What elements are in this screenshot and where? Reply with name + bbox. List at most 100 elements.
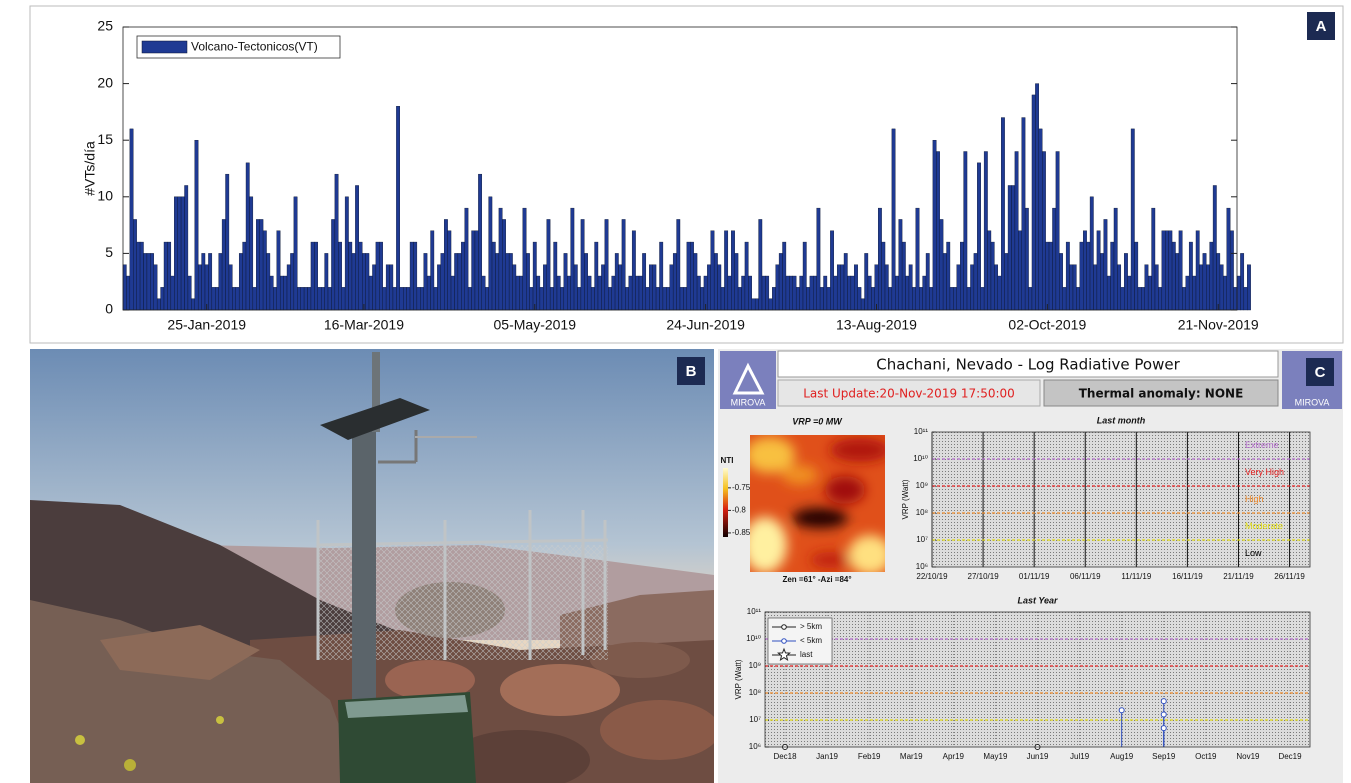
y-tick-label: 10¹¹ [914, 427, 929, 436]
x-tick-label: 25-Jan-2019 [167, 317, 246, 333]
bar [840, 264, 845, 311]
bar [403, 287, 407, 311]
bar [744, 241, 749, 311]
bar [348, 241, 353, 311]
bar [143, 253, 148, 311]
bar [167, 241, 172, 311]
bar [1069, 264, 1074, 311]
x-tick-label: 16/11/19 [1172, 572, 1203, 581]
bar [761, 275, 766, 311]
bar [331, 219, 336, 311]
bar [1007, 185, 1012, 311]
bar [608, 287, 612, 311]
bar [901, 241, 906, 311]
logo-box [720, 351, 776, 409]
bar [440, 253, 445, 311]
bar [1206, 264, 1210, 311]
lichen [75, 735, 85, 745]
bar [778, 253, 783, 311]
x-tick-label: 21/11/19 [1223, 572, 1254, 581]
bar [324, 253, 329, 311]
bar [580, 219, 585, 311]
colorbar-label: NTI [721, 456, 734, 465]
bar [225, 173, 230, 311]
panel-label: A [1316, 18, 1327, 35]
bar [389, 264, 394, 311]
bar [1001, 117, 1005, 311]
heat-blob [825, 476, 865, 504]
bar [758, 219, 763, 311]
bar [1209, 241, 1214, 311]
bar [662, 287, 667, 311]
rock [600, 700, 714, 760]
level-label: Extreme [1245, 440, 1279, 450]
x-tick-label: Oct19 [1195, 752, 1217, 761]
bar [785, 275, 790, 311]
bar [153, 264, 158, 311]
bar [174, 196, 178, 311]
bar [597, 275, 602, 311]
bar [300, 287, 305, 311]
x-tick-label: 21-Nov-2019 [1178, 317, 1259, 333]
bar [1048, 241, 1053, 311]
panel-label-box [1307, 12, 1335, 40]
mirova-title: Chachani, Nevado - Log Radiative Power [876, 356, 1180, 374]
bar [652, 264, 657, 311]
bar [884, 264, 889, 311]
bar [556, 275, 561, 311]
bar [587, 275, 592, 311]
legend-marker [781, 624, 787, 630]
view-angles: Zen =61° -Azi =84° [782, 575, 851, 584]
bar [1011, 185, 1016, 311]
bar [409, 241, 414, 311]
rock [450, 730, 590, 783]
bar [970, 264, 975, 311]
bar [334, 173, 339, 311]
bar [197, 264, 202, 311]
bar [481, 275, 486, 311]
bar [273, 287, 277, 311]
bar [201, 253, 206, 311]
bar [860, 298, 865, 311]
bar [690, 241, 694, 311]
bar [850, 275, 855, 311]
bar [1240, 253, 1245, 311]
bar [895, 275, 899, 311]
bar [734, 253, 739, 311]
bar [238, 253, 243, 311]
bar [471, 230, 476, 311]
bar [160, 287, 165, 311]
bar [1096, 230, 1101, 311]
bar [925, 253, 930, 311]
bar [338, 241, 342, 311]
bar [194, 139, 199, 311]
photo [30, 349, 714, 783]
bar [129, 128, 134, 311]
bar [570, 207, 575, 311]
x-tick-label: 24-Jun-2019 [666, 317, 745, 333]
bar [450, 275, 455, 311]
title-box [777, 350, 1279, 378]
x-tick-label: 11/11/19 [1121, 572, 1152, 581]
bar [775, 264, 780, 311]
bar [341, 287, 346, 311]
bar [686, 241, 691, 311]
bar [874, 264, 879, 311]
bar [290, 253, 295, 311]
bar [635, 275, 640, 311]
bar [1065, 241, 1070, 311]
bar [303, 287, 308, 311]
bar [980, 287, 985, 311]
thermal-anomaly: Thermal anomaly: NONE [1079, 387, 1244, 401]
bar [1127, 275, 1132, 311]
bar [382, 287, 387, 311]
x-tick-label: Sep19 [1152, 752, 1176, 761]
bar [136, 241, 141, 311]
x-tick-label: May19 [983, 752, 1008, 761]
bar [857, 287, 862, 311]
bar [539, 287, 544, 311]
bar [693, 253, 698, 311]
bar [310, 241, 315, 311]
bar [1158, 287, 1163, 311]
heat-blob [792, 508, 848, 528]
